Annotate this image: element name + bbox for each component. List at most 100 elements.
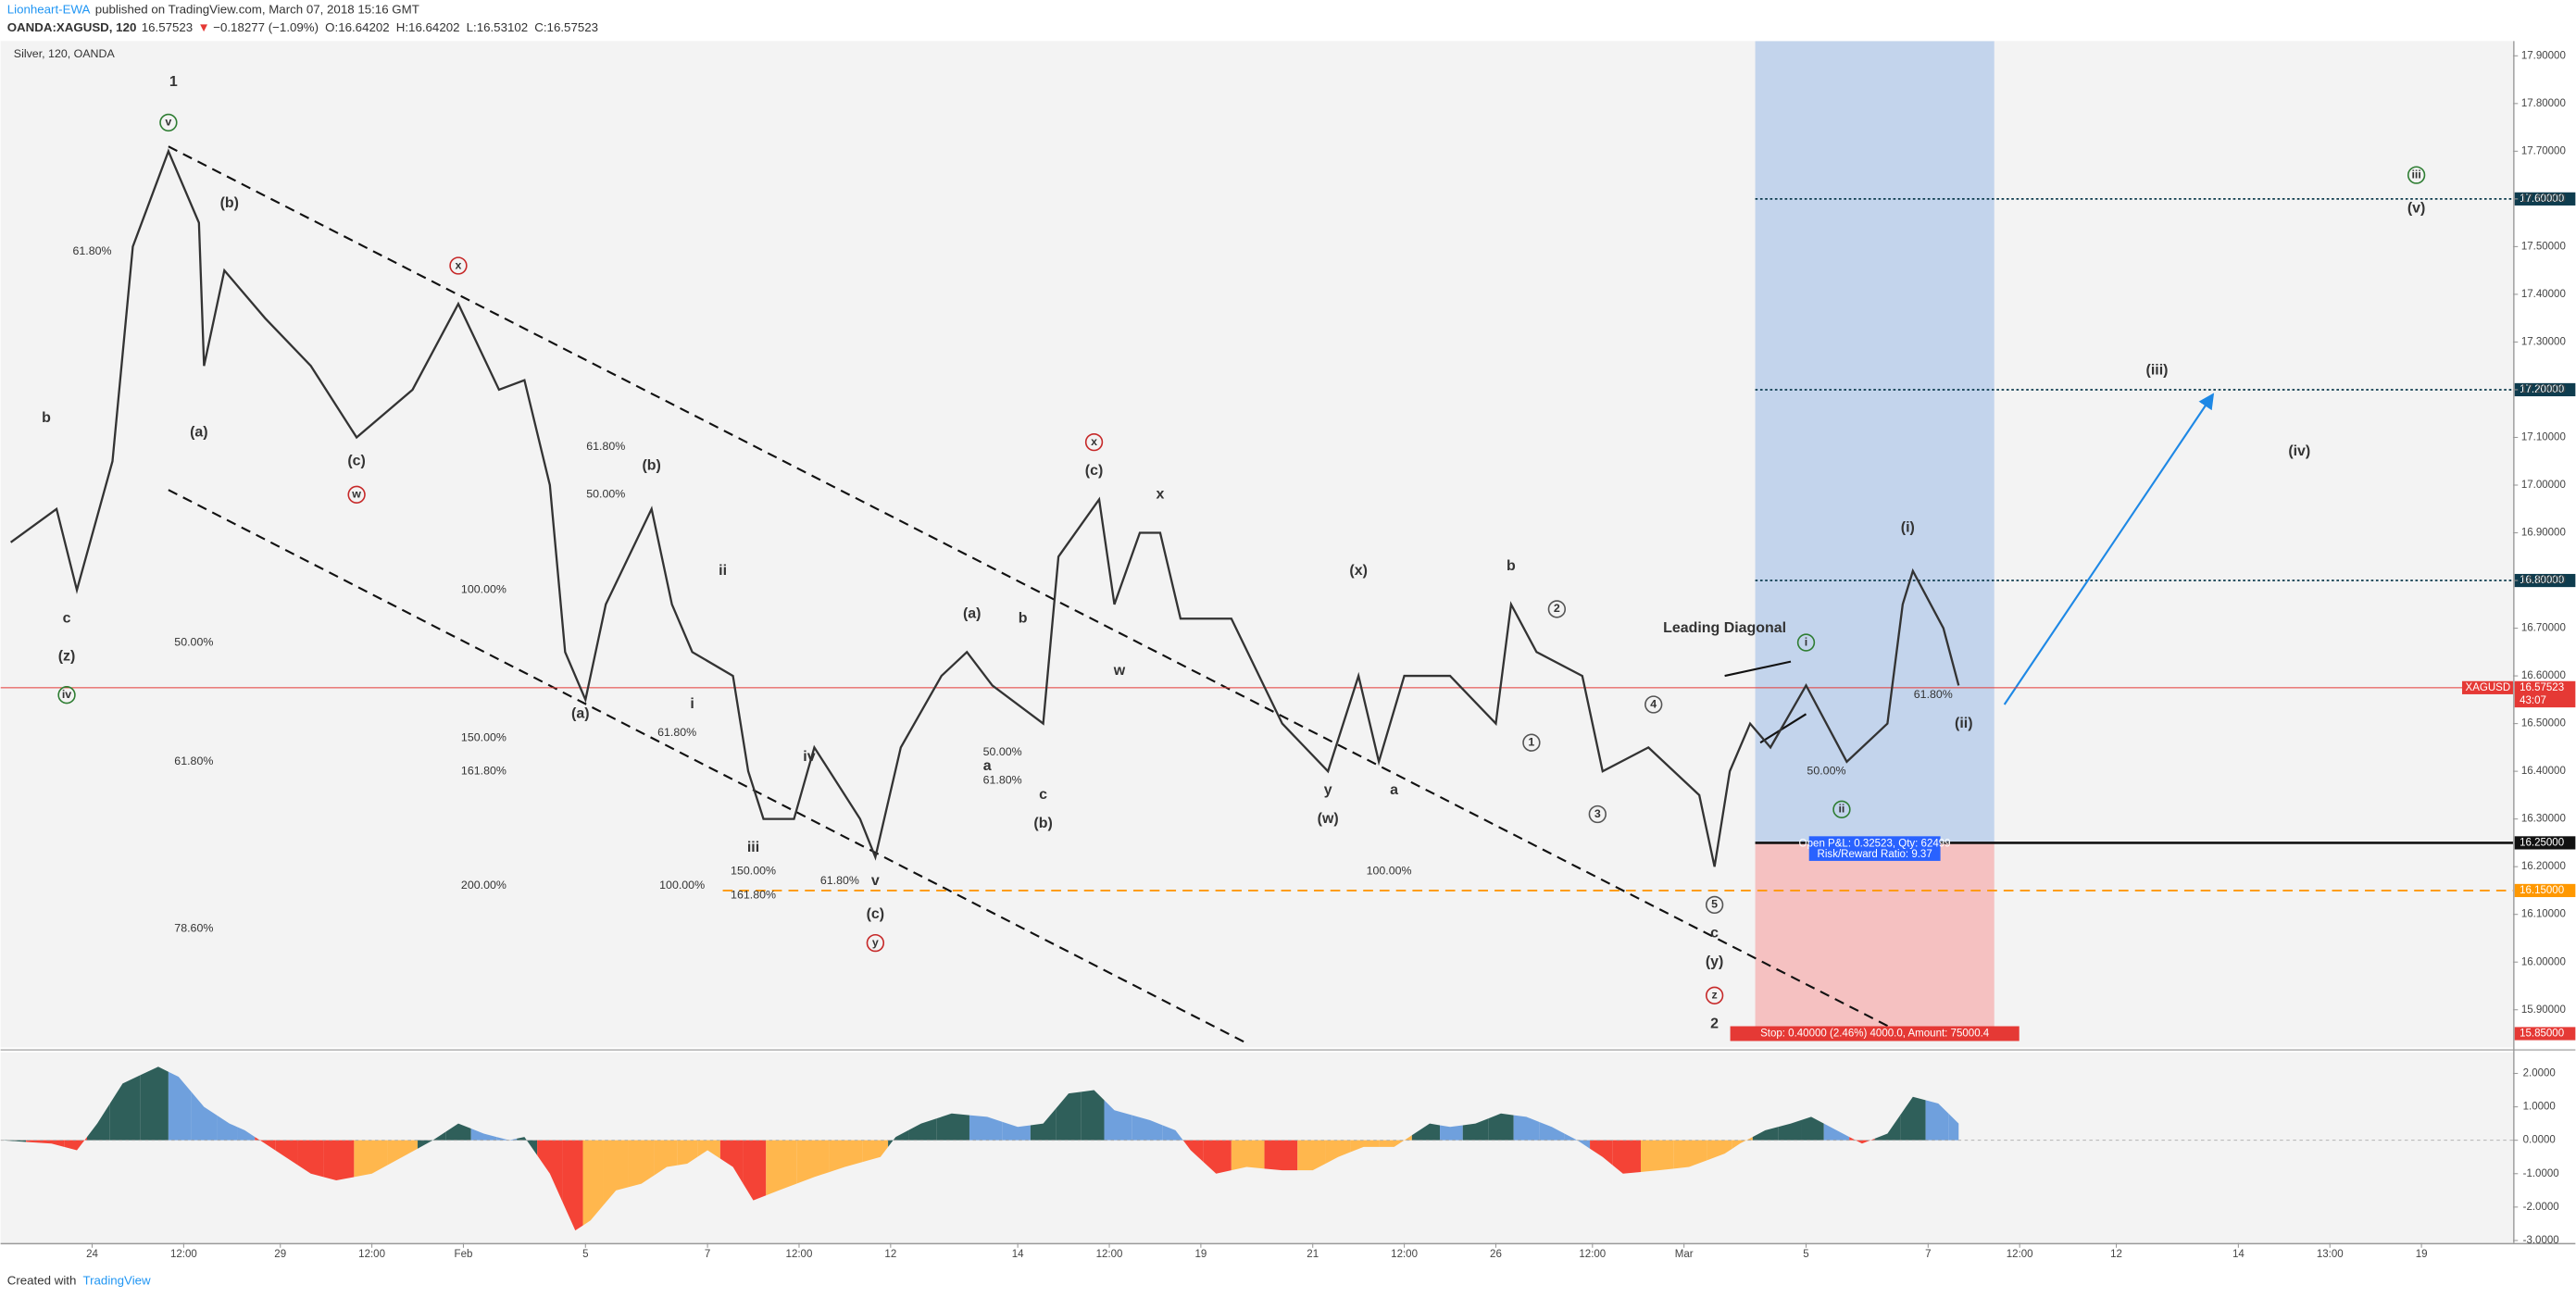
annotation: 100.00%	[461, 583, 506, 596]
annotation: iv	[62, 688, 71, 701]
annotation: (b)	[643, 458, 661, 474]
y-tick-label: 17.30000	[2521, 336, 2566, 347]
position-rr: Risk/Reward Ratio: 9.37	[1818, 849, 1932, 860]
y-tick-label: 16.70000	[2521, 623, 2566, 634]
chart-title: Silver, 120, OANDA	[14, 47, 116, 60]
y-tick-label: 16.60000	[2521, 670, 2566, 681]
annotation: z	[1712, 989, 1718, 1002]
annotation: x	[456, 258, 462, 271]
annotation: 4	[1650, 697, 1657, 710]
oscillator-area	[1948, 1113, 1959, 1141]
annotation-circle	[1084, 432, 1104, 452]
x-tick-label: 12:00	[358, 1249, 385, 1260]
annotation-circle	[1522, 733, 1541, 752]
annotation: v	[871, 873, 880, 889]
x-tick-label: 19	[2416, 1249, 2428, 1260]
annotation: y	[872, 936, 879, 949]
annotation: 61.80%	[983, 774, 1022, 787]
level-label: 16.15000	[2520, 885, 2564, 896]
oscillator-area	[109, 1075, 141, 1141]
oscillator-area	[969, 1115, 1003, 1141]
y-tick-label: 16.20000	[2521, 861, 2566, 872]
oscillator-area	[796, 1140, 830, 1184]
oscillator-area	[862, 1140, 889, 1163]
last-symbol: XAGUSD	[2466, 682, 2511, 693]
annotation: 50.00%	[1807, 764, 1845, 777]
y-tick-label: 16.90000	[2521, 528, 2566, 539]
main-pane	[0, 41, 2513, 1048]
annotation-circle	[1705, 895, 1724, 915]
level-label: 17.60000	[2520, 193, 2564, 205]
annotation: a	[1390, 782, 1398, 798]
annotation: x	[1157, 487, 1165, 503]
level-label: 16.80000	[2520, 575, 2564, 586]
oscillator-area	[582, 1140, 604, 1226]
oscillator-area	[743, 1140, 767, 1201]
osc-y-tick-label: 2.0000	[2523, 1068, 2556, 1079]
oscillator-area	[1297, 1140, 1326, 1171]
annotation: (x)	[1349, 563, 1368, 579]
annotation-circle	[347, 485, 366, 504]
oscillator-area	[908, 1118, 937, 1141]
annotation: y	[1324, 782, 1332, 798]
x-tick-label: 14	[2232, 1249, 2245, 1260]
oscillator-area	[418, 1131, 446, 1149]
annotation: iv	[803, 749, 815, 765]
annotation-circle	[1832, 800, 1851, 819]
annotation: (w)	[1318, 811, 1339, 827]
y-tick-label: 16.40000	[2521, 766, 2566, 777]
oscillator-area	[1673, 1140, 1707, 1169]
annotation-circle	[1547, 600, 1567, 618]
oscillator-area	[1411, 1123, 1441, 1141]
x-tick-label: 12:00	[1096, 1249, 1123, 1260]
oscillator-area	[1590, 1140, 1613, 1166]
author[interactable]: Lionheart-EWA	[7, 2, 91, 16]
y-tick-label: 17.60000	[2521, 193, 2566, 205]
oscillator-area	[1539, 1121, 1565, 1141]
y-tick-label: 17.10000	[2521, 432, 2566, 443]
annotation: (b)	[1033, 816, 1052, 831]
annotation: a	[983, 758, 992, 774]
oscillator-area	[1564, 1133, 1591, 1149]
x-tick-label: 7	[705, 1249, 710, 1260]
main-plot: 1v(b)(a)bc(z)ivx(c)w(b)(a)iiiiviiiv(c)y(…	[0, 41, 2513, 1044]
oscillator-area	[275, 1140, 298, 1166]
annotation: 78.60%	[174, 921, 213, 934]
annotation-circle	[1705, 986, 1724, 1004]
annotation: (c)	[1085, 463, 1104, 479]
annotation-circle	[1796, 633, 1816, 652]
brand-link[interactable]: TradingView	[82, 1273, 151, 1287]
oscillator-area	[562, 1140, 583, 1231]
last-price: 16.57523	[2520, 682, 2564, 693]
oscillator-area	[1162, 1125, 1183, 1141]
annotation-circle	[866, 933, 885, 953]
x-tick-label: 12:00	[1579, 1249, 1606, 1260]
last-price-box	[2514, 680, 2576, 708]
annotation: iii	[2411, 168, 2420, 181]
annotation: (a)	[963, 605, 982, 621]
annotation: x	[1091, 435, 1097, 448]
osc-y-tick-label: 0.0000	[2523, 1135, 2556, 1146]
y-tick-label: 17.80000	[2521, 98, 2566, 109]
annotation: 150.00%	[731, 865, 776, 878]
oscillator-area	[470, 1129, 497, 1141]
open: O:16.64202	[325, 20, 390, 34]
annotation: b	[42, 410, 51, 426]
oscillator-area	[1203, 1140, 1232, 1174]
oscillator-area	[26, 1140, 65, 1147]
x-tick-label: 14	[1012, 1249, 1024, 1260]
annotation: ii	[1838, 803, 1844, 816]
oscillator-area	[603, 1140, 629, 1206]
last: 16.57523	[142, 20, 193, 34]
oscillator-area	[1925, 1100, 1949, 1141]
annotation: 61.80%	[657, 726, 696, 739]
annotation: 2	[1710, 1016, 1719, 1031]
annotation: i	[690, 696, 694, 712]
oscillator-area	[1081, 1090, 1105, 1141]
x-tick-label: Mar	[1675, 1249, 1694, 1260]
y-tick-label: 17.70000	[2521, 145, 2566, 156]
oscillator-area	[654, 1140, 678, 1176]
oscillator-area	[677, 1140, 698, 1166]
change: −0.18277 (−1.09%)	[213, 20, 319, 34]
oscillator-area	[628, 1140, 655, 1188]
